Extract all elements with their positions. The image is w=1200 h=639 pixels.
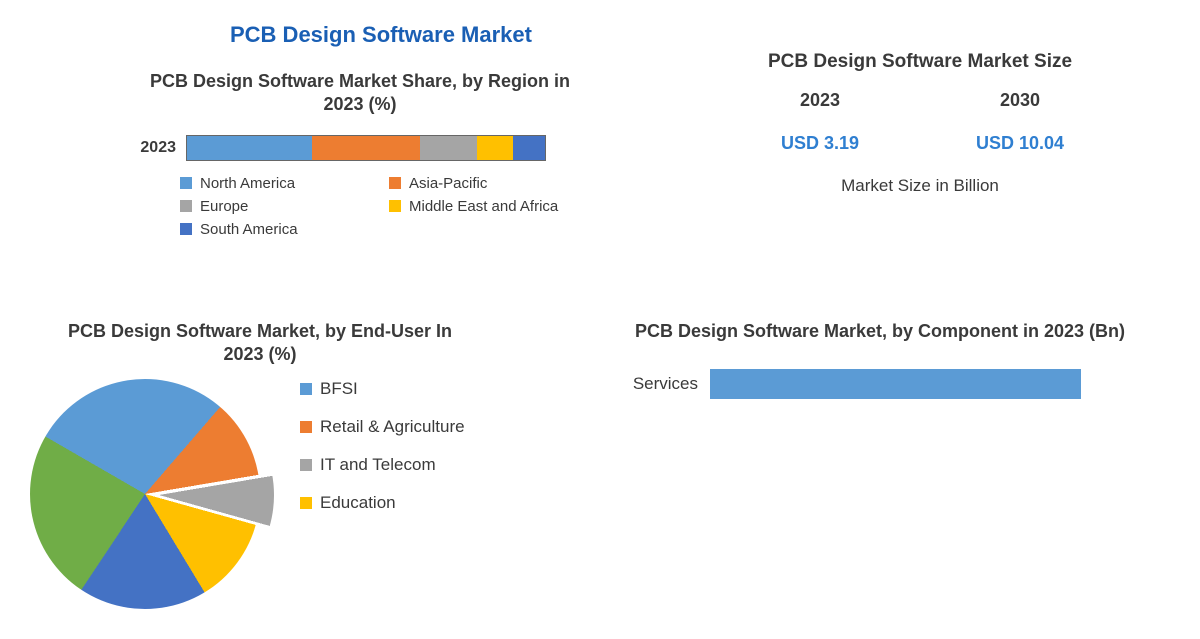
region-share-chart: PCB Design Software Market Share, by Reg… [130, 70, 590, 238]
legend-swatch [300, 383, 312, 395]
legend-swatch [180, 177, 192, 189]
market-size-value: USD 3.19 [730, 133, 910, 154]
component-bar-track [710, 369, 1140, 399]
component-chart-title: PCB Design Software Market, by Component… [620, 320, 1140, 343]
legend-swatch [180, 223, 192, 235]
legend-swatch [180, 200, 192, 212]
legend-label: Middle East and Africa [409, 198, 558, 215]
market-size-year: 2030 [930, 90, 1110, 111]
stacked-bar-segment [513, 136, 545, 160]
market-size-col-2023: 2023 USD 3.19 [730, 90, 910, 154]
legend-label: Asia-Pacific [409, 175, 487, 192]
stacked-bar-segment [420, 136, 477, 160]
legend-label: Retail & Agriculture [320, 417, 465, 437]
legend-label: North America [200, 175, 295, 192]
market-size-col-2030: 2030 USD 10.04 [930, 90, 1110, 154]
legend-swatch [389, 200, 401, 212]
component-bar [710, 369, 1081, 399]
market-size-columns: 2023 USD 3.19 2030 USD 10.04 [720, 90, 1120, 154]
stacked-bar-row: 2023 [130, 135, 590, 161]
component-bar-row: Services [620, 369, 1140, 399]
stacked-bar-year-label: 2023 [130, 139, 186, 157]
component-bar-label: Services [620, 374, 710, 394]
legend-swatch [300, 459, 312, 471]
stacked-bar [186, 135, 546, 161]
legend-item: BFSI [300, 379, 465, 399]
stacked-bar-segment [187, 136, 312, 160]
legend-item: Asia-Pacific [389, 175, 590, 192]
component-chart: PCB Design Software Market, by Component… [620, 320, 1140, 399]
region-chart-title: PCB Design Software Market Share, by Reg… [130, 70, 590, 117]
legend-label: Education [320, 493, 396, 513]
region-legend: North America Asia-Pacific Europe Middle Ea… [180, 175, 590, 238]
page-title: PCB Design Software Market [230, 22, 532, 48]
market-size-title: PCB Design Software Market Size [720, 50, 1120, 74]
legend-item: IT and Telecom [300, 455, 465, 475]
legend-item: Retail & Agriculture [300, 417, 465, 437]
legend-label: BFSI [320, 379, 358, 399]
stacked-bar-segment [477, 136, 513, 160]
market-size-panel: PCB Design Software Market Size 2023 USD… [720, 50, 1120, 196]
legend-item: North America [180, 175, 381, 192]
market-size-value: USD 10.04 [930, 133, 1110, 154]
legend-label: South America [200, 221, 298, 238]
legend-item: Education [300, 493, 465, 513]
legend-item: South America [180, 221, 381, 238]
legend-label: Europe [200, 198, 248, 215]
end-user-chart: PCB Design Software Market, by End-User … [10, 320, 570, 639]
component-bars: Services [620, 369, 1140, 399]
legend-label: IT and Telecom [320, 455, 436, 475]
legend-swatch [300, 497, 312, 509]
end-user-chart-title: PCB Design Software Market, by End-User … [50, 320, 470, 367]
pie-exploded-slice [44, 380, 274, 610]
stacked-bar-segment [312, 136, 419, 160]
market-size-year: 2023 [730, 90, 910, 111]
legend-item: Middle East and Africa [389, 198, 590, 215]
legend-swatch [389, 177, 401, 189]
legend-item: Europe [180, 198, 381, 215]
market-size-unit: Market Size in Billion [720, 176, 1120, 196]
legend-swatch [300, 421, 312, 433]
